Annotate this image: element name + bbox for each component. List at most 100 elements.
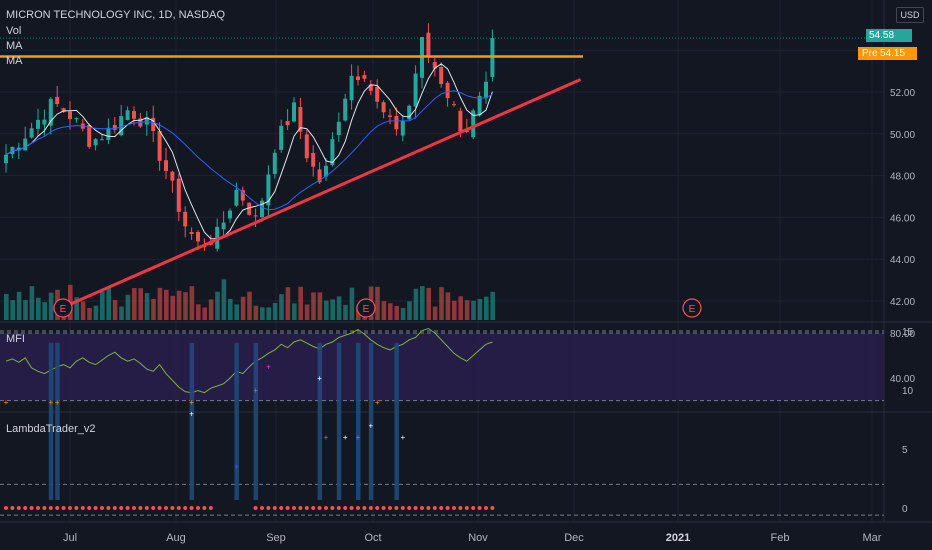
- ma-legend-2[interactable]: MA: [6, 55, 23, 67]
- volume-bar: [183, 292, 188, 320]
- price-axis-label: 44.00: [890, 255, 915, 266]
- symbol-title[interactable]: MICRON TECHNOLOGY INC, 1D, NASDAQ: [6, 9, 226, 21]
- lt-bar: [336, 342, 342, 500]
- lt-dot: [100, 506, 104, 510]
- candle-body: [484, 81, 488, 99]
- lt-signal-marker: +: [189, 410, 194, 419]
- lt-dot: [112, 506, 117, 510]
- lt-dot: [125, 506, 130, 510]
- volume-bar: [279, 294, 284, 320]
- volume-bar: [260, 307, 265, 320]
- volume-bar: [464, 300, 470, 320]
- lt-dot: [266, 506, 271, 510]
- volume-bar: [87, 307, 92, 320]
- mfi-band: [0, 333, 884, 401]
- mfi-axis-label: 40.00: [890, 374, 915, 385]
- lt-dot: [106, 506, 111, 510]
- volume-bar: [138, 288, 143, 320]
- lt-dot: [151, 506, 156, 510]
- lt-bar: [253, 342, 259, 500]
- earnings-marker-label: E: [689, 304, 696, 315]
- volume-bar: [452, 300, 457, 320]
- volume-bar: [36, 297, 41, 320]
- candle-body: [458, 110, 463, 132]
- candle-body: [55, 96, 60, 105]
- lt-bar: [394, 342, 399, 500]
- candle-body: [16, 147, 21, 151]
- volume-bar: [10, 300, 15, 320]
- mfi-line: [5, 327, 493, 394]
- lt-bar: [189, 342, 195, 500]
- time-axis-label: 2021: [666, 532, 690, 544]
- lt-dot: [176, 506, 181, 510]
- lt-dot: [260, 506, 264, 510]
- volume-bar: [202, 307, 207, 320]
- volume-bar: [439, 287, 444, 320]
- candle-body: [471, 110, 476, 138]
- lt-signal-marker: +: [55, 398, 60, 407]
- volume-bar: [349, 287, 355, 320]
- volume-bar: [132, 288, 137, 320]
- candle-body: [215, 226, 220, 249]
- volume-bar: [100, 291, 105, 320]
- lt-dot: [80, 506, 85, 510]
- earnings-marker-icon: [53, 298, 73, 318]
- candle-body: [304, 134, 309, 159]
- lt-dot: [189, 506, 194, 510]
- candle-body: [183, 211, 188, 227]
- volume-bar: [266, 307, 271, 320]
- lt-signal-marker: +: [375, 398, 380, 407]
- candle-body: [426, 32, 431, 56]
- lt-dot: [61, 506, 66, 510]
- price-axis-label: 42.00: [890, 297, 915, 308]
- lt-dot: [285, 506, 290, 510]
- lt-dot: [388, 506, 392, 510]
- candle-body: [23, 138, 28, 151]
- volume-bar: [208, 299, 214, 320]
- lt-dot: [343, 506, 348, 510]
- lt-dot: [413, 506, 418, 510]
- time-axis-label: Feb: [771, 532, 790, 544]
- candle-body: [292, 102, 296, 122]
- lt-signal-marker: +: [317, 374, 322, 383]
- volume-bar: [292, 303, 297, 320]
- lt-bar: [55, 342, 60, 500]
- lt-bar: [356, 342, 361, 500]
- price-axis-label: 52.00: [890, 88, 915, 99]
- volume-legend[interactable]: Vol: [6, 25, 22, 37]
- lt-dot: [36, 506, 40, 510]
- lt-dot: [298, 506, 303, 510]
- volume-bar: [164, 289, 169, 320]
- candle-body: [4, 154, 8, 164]
- lt-dot: [394, 506, 399, 510]
- mfi-legend[interactable]: MFI: [6, 333, 25, 345]
- candle-body: [93, 139, 98, 146]
- candle-body: [253, 215, 258, 217]
- volume-bar: [253, 305, 259, 320]
- lambdatrader-legend[interactable]: LambdaTrader_v2: [6, 423, 96, 435]
- lt-bar: [48, 342, 54, 500]
- lt-dot: [10, 506, 15, 510]
- volume-bar: [311, 292, 316, 320]
- ma-legend-1[interactable]: MA: [6, 40, 23, 52]
- volume-bar: [285, 287, 291, 320]
- volume-bar: [336, 296, 342, 320]
- candle-body: [176, 178, 181, 212]
- ma-fast-line: [5, 63, 493, 240]
- candle-body: [311, 152, 316, 167]
- currency-button[interactable]: USD: [896, 7, 924, 23]
- earnings-marker-icon: [356, 298, 376, 318]
- candle-body: [266, 174, 271, 206]
- drawing-lines[interactable]: [0, 37, 884, 311]
- volume-bar: [48, 292, 54, 320]
- candle-body: [61, 108, 66, 112]
- lt-dot: [420, 506, 424, 510]
- volume-bar: [484, 296, 489, 320]
- lt-dot: [426, 506, 431, 510]
- price-axis-label: 48.00: [890, 172, 915, 183]
- volume-bar: [394, 305, 399, 320]
- volume-bar: [157, 287, 163, 320]
- volume-bar: [42, 302, 47, 320]
